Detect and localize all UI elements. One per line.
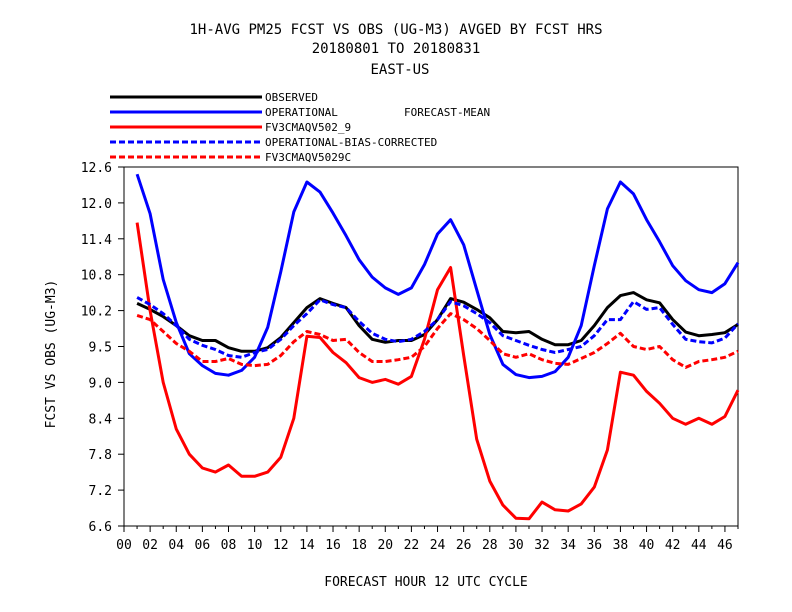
x-tick-label: 30: [508, 538, 524, 553]
title-line-3: EAST-US: [370, 62, 429, 78]
x-tick-label: 44: [691, 538, 707, 553]
x-tick-label: 10: [247, 538, 263, 553]
y-tick-label: 7.2: [89, 484, 112, 499]
x-tick-label: 26: [456, 538, 472, 553]
y-tick-label: 11.4: [81, 233, 112, 248]
x-axis: 00 02 04 06 08 10 12 14 16 18 20 22 24 26 28 30 32 34 36 38…: [116, 526, 739, 553]
legend-label: OPERATIONAL: [265, 106, 338, 119]
x-tick-label: 14: [299, 538, 315, 553]
x-tick-label: 22: [404, 538, 420, 553]
y-tick-label: 9.5: [89, 341, 112, 356]
y-tick-label: 6.6: [89, 520, 112, 535]
title-line-2: 20180801 TO 20180831: [312, 41, 481, 57]
y-axis-label: FCST VS OBS (UG-M3): [44, 280, 59, 429]
x-tick-label: 18: [351, 538, 367, 553]
x-tick-label: 40: [639, 538, 655, 553]
series-line-2: [135, 173, 740, 380]
y-tick-label: 10.2: [81, 305, 112, 320]
series-line-3: [135, 222, 740, 521]
x-tick-label: 46: [717, 538, 733, 553]
x-tick-label: 04: [168, 538, 184, 553]
x-tick-label: 36: [586, 538, 602, 553]
x-tick-label: 34: [560, 538, 576, 553]
x-tick-label: 24: [430, 538, 446, 553]
legend: OBSERVED OPERATIONAL FV3CMAQV502_9 OPERATIO…: [110, 91, 437, 164]
legend-label: OBSERVED: [265, 91, 318, 104]
legend-note: FORECAST-MEAN: [404, 106, 490, 119]
x-tick-label: 08: [221, 538, 237, 553]
legend-label: FV3CMAQV5029C: [265, 151, 351, 164]
series-lines: [135, 173, 740, 521]
x-tick-label: 16: [325, 538, 341, 553]
legend-label: FV3CMAQV502_9: [265, 121, 351, 134]
x-tick-label: 32: [534, 538, 550, 553]
x-tick-label: 38: [613, 538, 629, 553]
y-tick-label: 7.8: [89, 448, 112, 463]
x-tick-label: 28: [482, 538, 498, 553]
x-tick-label: 06: [195, 538, 211, 553]
x-tick-label: 00: [116, 538, 132, 553]
y-tick-label: 12.0: [81, 197, 112, 212]
title-line-1: 1H-AVG PM25 FCST VS OBS (UG-M3) AVGED BY…: [189, 22, 602, 38]
y-tick-label: 10.8: [81, 269, 112, 284]
x-tick-label: 02: [142, 538, 158, 553]
y-tick-label: 12.6: [81, 161, 112, 176]
x-tick-label: 12: [273, 538, 289, 553]
series-line-4: [136, 296, 740, 359]
legend-label: OPERATIONAL-BIAS-CORRECTED: [265, 136, 437, 149]
x-tick-label: 42: [665, 538, 681, 553]
y-tick-label: 9.0: [89, 376, 112, 391]
y-axis: 6.6 7.2 7.8 8.4 9.0 9.5 10.2 10.8 11.4 12.0 12.6: [81, 161, 124, 535]
series-line-5: [136, 312, 739, 369]
series-line-1: [136, 291, 739, 353]
x-tick-label: 20: [377, 538, 393, 553]
x-axis-label: FORECAST HOUR 12 UTC CYCLE: [324, 575, 528, 590]
y-tick-label: 8.4: [89, 412, 113, 427]
